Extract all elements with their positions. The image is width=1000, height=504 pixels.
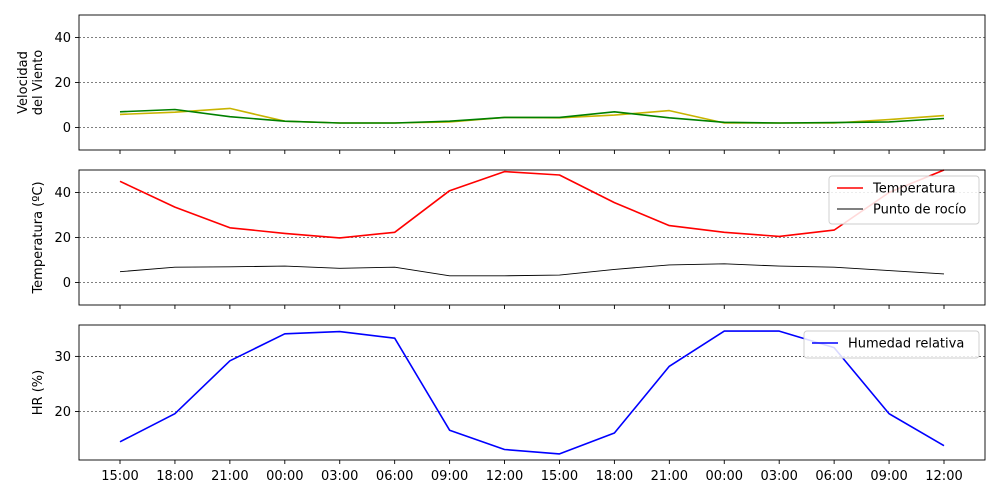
series-line-2-1 [119,169,945,239]
panel-2: 0 20 40 Temperatura (ºC) Temperatura Punto de… [31,169,986,309]
y-tick-label: 20 [54,405,71,420]
y-tick-label: 20 [54,76,71,91]
x-tick-label: 21:00 [211,469,248,484]
x-tick-label: 00:00 [266,469,303,484]
x-tick-label: 09:00 [870,469,907,484]
x-tick-label: 03:00 [321,469,358,484]
x-tick-label: 18:00 [156,469,193,484]
y-tick-label: 40 [54,186,71,201]
legend-label: Humedad relativa [848,337,964,352]
y-tick-label: 40 [54,31,71,46]
x-tick-label: 18:00 [596,469,633,484]
y-tick-label: 30 [54,350,71,365]
series-line-1-2 [119,108,945,124]
x-tick-label: 00:00 [706,469,743,484]
legend-label: Temperatura [872,182,956,197]
legend-box [828,175,980,225]
legend-label: Punto de rocío [873,203,966,218]
legend-box [803,330,980,359]
plot-frame [78,324,986,461]
y-axis-label-line: del Viento [31,50,46,116]
y-axis-label-line: Velocidad [16,51,31,114]
x-tick-label: 15:00 [541,469,578,484]
y-axis-label: Temperatura (ºC) [31,181,46,294]
x-tick-label: 12:00 [486,469,523,484]
y-axis-label: HR (%) [31,370,46,415]
x-tick-label: 21:00 [651,469,688,484]
x-tick-label: 15:00 [101,469,138,484]
y-tick-label: 20 [54,231,71,246]
x-tick-label: 06:00 [815,469,852,484]
series-line-2-2 [119,263,945,277]
x-tick-label: 06:00 [376,469,413,484]
x-tick-label: 09:00 [431,469,468,484]
x-tick-label: 12:00 [925,469,962,484]
panel-3: 20 30 HR (%) Humedad relativa [31,324,986,464]
y-tick-label: 0 [63,276,71,291]
panel-1: 0 20 40 Velocidaddel Viento [16,14,986,154]
series-line-1-1 [119,107,945,124]
y-axis-label: Velocidaddel Viento [16,50,46,116]
x-tick-label: 03:00 [760,469,797,484]
y-tick-label: 0 [63,121,71,136]
